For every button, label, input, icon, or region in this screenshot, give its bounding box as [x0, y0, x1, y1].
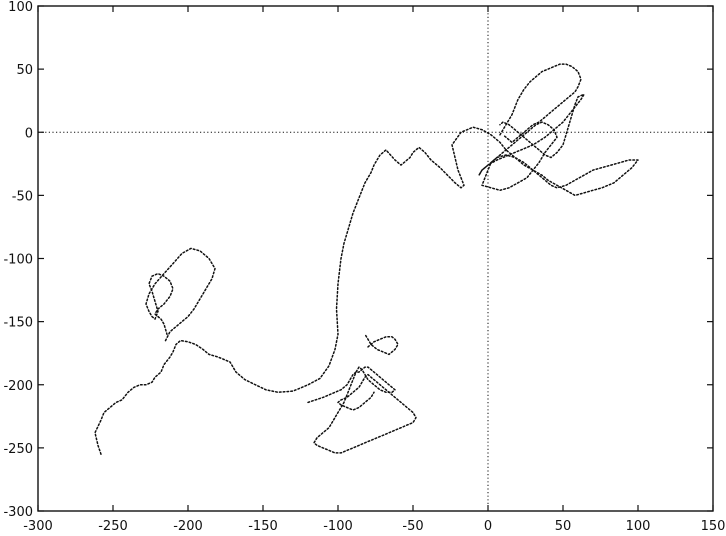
y-tick-label: -150 — [3, 316, 33, 331]
y-tick-label: -300 — [3, 505, 33, 520]
y-tick-labels: -300 -250 -200 -150 -100 -50 0 50 100 — [3, 0, 33, 520]
trajectory-line-3 — [307, 366, 417, 454]
trajectory-line-4 — [364, 333, 399, 356]
x-tick-label: -300 — [23, 519, 53, 534]
x-tick-label: 0 — [484, 519, 492, 534]
x-tick-label: 150 — [701, 519, 726, 534]
x-tick-label: -100 — [323, 519, 353, 534]
ticks — [37, 5, 714, 512]
x-tick-label: -200 — [173, 519, 203, 534]
x-tick-label: -50 — [402, 519, 423, 534]
y-tick-label: 50 — [16, 63, 33, 78]
y-tick-label: 100 — [8, 0, 33, 15]
trajectory-line-1 — [94, 93, 639, 455]
trajectory-line-2 — [145, 247, 216, 342]
trajectory-line-5 — [499, 63, 582, 144]
zero-lines — [38, 6, 713, 511]
plot-frame — [37, 5, 714, 512]
x-tick-label: -250 — [98, 519, 128, 534]
y-tick-label: -200 — [3, 379, 33, 394]
x-tick-label: -150 — [248, 519, 278, 534]
traces — [94, 63, 639, 455]
y-tick-label: 0 — [25, 126, 33, 141]
x-tick-label: 100 — [626, 519, 651, 534]
y-tick-label: -250 — [3, 442, 33, 457]
y-tick-label: -100 — [3, 253, 33, 268]
y-tick-label: -50 — [12, 189, 33, 204]
x-tick-labels: -300 -250 -200 -150 -100 -50 0 50 100 150 — [23, 519, 725, 534]
x-tick-label: 50 — [555, 519, 572, 534]
